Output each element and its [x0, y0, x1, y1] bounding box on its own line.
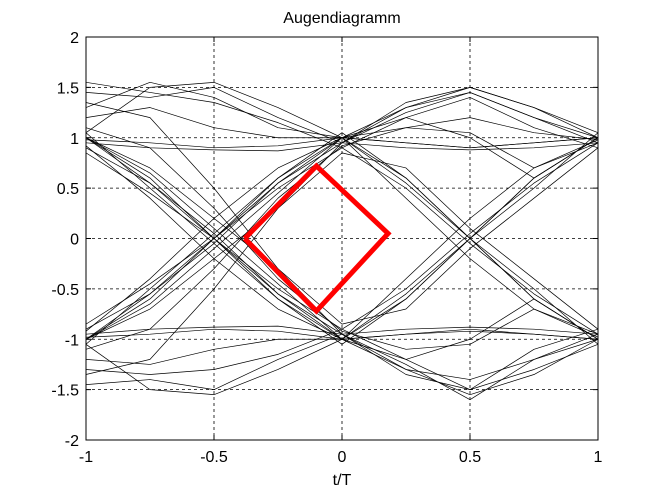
signal-trace — [85, 102, 599, 390]
y-tick-label: -1.5 — [51, 383, 79, 400]
y-tick-label: -0.5 — [51, 282, 79, 299]
signal-trace — [85, 147, 599, 335]
signal-trace — [85, 127, 599, 350]
y-tick-label: 1.5 — [57, 80, 79, 97]
y-tick-label: 1 — [70, 131, 79, 148]
y-tick-label: -1 — [65, 332, 79, 349]
signal-trace — [85, 137, 599, 325]
signal-trace — [85, 328, 599, 390]
grid-layer — [86, 37, 598, 440]
signal-trace — [85, 137, 599, 340]
y-tick-label: 2 — [70, 30, 79, 47]
x-tick-label: 0.5 — [459, 449, 481, 466]
eye-opening-layer — [242, 162, 392, 315]
y-tick-label: -2 — [65, 433, 79, 450]
x-axis-label: t/T — [333, 472, 352, 489]
x-tick-label: 1 — [594, 449, 603, 466]
eye-opening-diamond — [242, 162, 392, 315]
signal-trace — [85, 137, 599, 340]
y-tick-label: 0.5 — [57, 181, 79, 198]
signal-trace — [85, 330, 599, 365]
signal-trace — [85, 127, 599, 350]
signal-trace — [85, 117, 599, 340]
signal-trace — [85, 87, 599, 375]
x-tick-label: -1 — [79, 449, 93, 466]
signal-trace — [85, 152, 599, 340]
trace-layer — [85, 81, 599, 401]
y-tick-labels: -2 -1.5 -1 -0.5 0 0.5 1 1.5 2 — [51, 30, 79, 450]
x-tick-labels: -1 -0.5 0 0.5 1 — [79, 449, 603, 466]
x-tick-label: -0.5 — [200, 449, 228, 466]
tick-layer — [85, 36, 599, 441]
x-tick-label: 0 — [338, 449, 347, 466]
y-tick-label: 0 — [70, 232, 79, 249]
chart-title: Augendiagramm — [283, 10, 400, 27]
